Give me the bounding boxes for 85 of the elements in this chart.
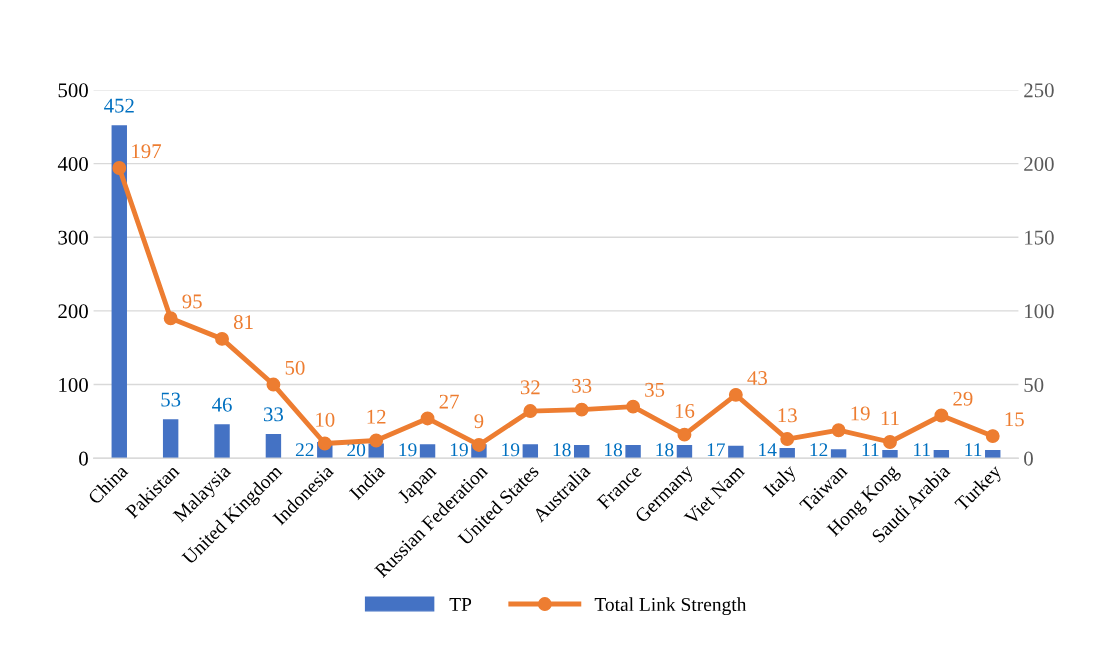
point xyxy=(883,435,897,449)
data-label: 14 xyxy=(759,443,777,457)
bar xyxy=(111,125,127,459)
point xyxy=(677,427,692,442)
legend-label: Total Link Strength xyxy=(594,597,747,616)
bar xyxy=(985,450,1001,459)
bar xyxy=(882,450,898,459)
data-label: 11 xyxy=(965,443,982,457)
point xyxy=(369,433,384,448)
data-label: 50 xyxy=(285,360,305,375)
bar xyxy=(419,444,436,459)
y2-tick-label: 0 xyxy=(1024,451,1033,466)
data-label: 81 xyxy=(233,315,253,330)
point xyxy=(523,404,538,419)
point xyxy=(163,311,178,326)
x-tick-label: India xyxy=(348,463,386,501)
point xyxy=(934,408,949,423)
bar xyxy=(676,444,693,459)
data-label: 53 xyxy=(161,392,181,407)
data-label: 18 xyxy=(553,443,571,457)
data-label: 15 xyxy=(1005,412,1024,427)
point xyxy=(317,436,332,451)
point xyxy=(626,399,641,414)
data-label: 13 xyxy=(778,408,797,423)
point xyxy=(780,432,795,447)
data-label: 11 xyxy=(914,443,930,457)
data-label: 19 xyxy=(399,443,417,457)
point xyxy=(471,438,486,452)
y2-tick-label: 250 xyxy=(1024,83,1054,98)
data-label: 11 xyxy=(881,411,899,426)
bar xyxy=(162,419,179,459)
point xyxy=(112,161,127,175)
data-label: 22 xyxy=(295,443,314,457)
data-label: 9 xyxy=(474,414,484,429)
bar xyxy=(933,450,950,459)
data-label: 19 xyxy=(450,443,468,457)
data-label: 19 xyxy=(502,443,520,457)
legend-label: TP xyxy=(449,598,472,611)
data-label: 95 xyxy=(182,294,202,309)
data-label: 17 xyxy=(707,443,725,457)
point xyxy=(831,423,846,438)
point xyxy=(420,411,435,426)
data-label: 20 xyxy=(347,443,366,457)
data-label: 18 xyxy=(605,443,623,457)
data-label: 12 xyxy=(367,409,386,424)
data-label: 33 xyxy=(572,378,592,393)
y2-tick-label: 50 xyxy=(1024,377,1044,392)
data-label: 452 xyxy=(104,98,134,113)
point xyxy=(266,377,281,392)
bar xyxy=(522,444,539,459)
y-tick-label: 300 xyxy=(58,230,88,245)
data-label: 16 xyxy=(675,403,695,418)
y-tick-label: 100 xyxy=(59,377,88,392)
y2-tick-label: 100 xyxy=(1025,304,1054,319)
bar xyxy=(625,444,641,459)
bar xyxy=(573,444,590,459)
bar xyxy=(830,449,847,459)
bar xyxy=(728,445,744,459)
data-label: 19 xyxy=(851,406,870,421)
data-label: 197 xyxy=(132,144,162,159)
data-label: 33 xyxy=(263,407,284,422)
bar xyxy=(779,447,795,459)
data-label: 35 xyxy=(645,382,665,397)
x-tick-label: Italy xyxy=(762,463,800,501)
data-label: 11 xyxy=(862,443,879,457)
point xyxy=(215,331,229,346)
data-label: 18 xyxy=(656,443,674,457)
data-label: 43 xyxy=(747,371,767,386)
data-label: 46 xyxy=(212,397,232,412)
point xyxy=(728,387,743,402)
y-tick-label: 0 xyxy=(79,451,88,466)
point xyxy=(985,429,1000,444)
bar xyxy=(265,433,282,459)
y-tick-label: 400 xyxy=(57,156,88,171)
y-tick-label: 200 xyxy=(58,304,88,319)
bar xyxy=(214,424,230,459)
data-label: 27 xyxy=(439,394,459,409)
point xyxy=(574,402,589,417)
data-label: 12 xyxy=(810,443,828,457)
y2-tick-label: 200 xyxy=(1024,156,1054,171)
data-label: 29 xyxy=(953,391,973,406)
data-label: 32 xyxy=(520,380,540,395)
data-label: 10 xyxy=(316,412,335,427)
y-tick-label: 500 xyxy=(58,83,88,98)
y2-tick-label: 150 xyxy=(1025,230,1054,245)
